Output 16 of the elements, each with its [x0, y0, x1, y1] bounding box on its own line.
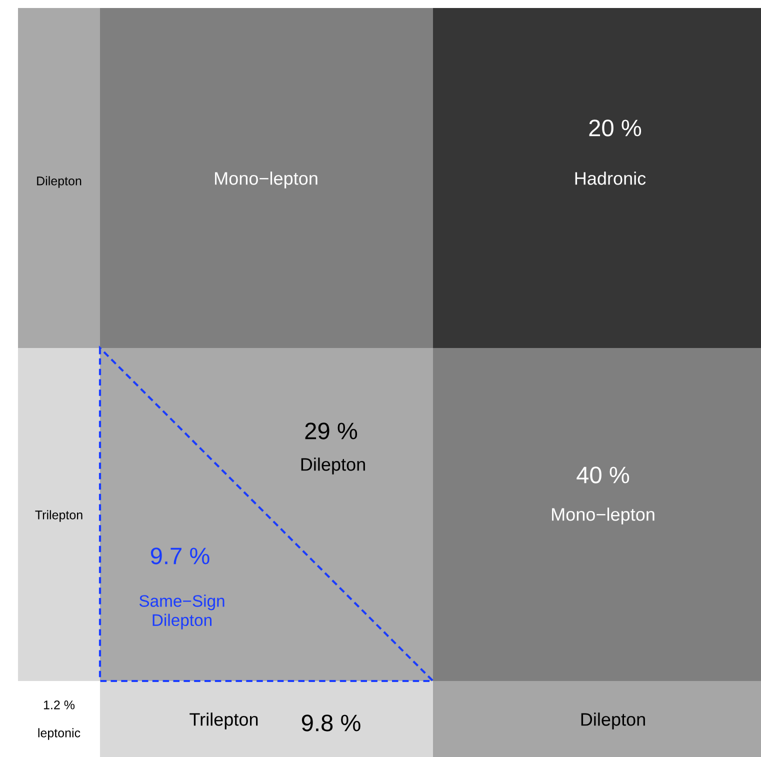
category-label: Dilepton: [37, 176, 82, 188]
category-label: leptonic: [38, 728, 80, 740]
category-label: Dilepton: [581, 712, 645, 730]
category-label: Same−Sign Dilepton: [139, 594, 224, 630]
data-label: 40 %: [576, 466, 630, 484]
category-label: Mono−lepton: [215, 172, 318, 188]
category-label: Mono−lepton: [552, 508, 654, 524]
data-label: 9.7 %: [150, 548, 210, 564]
category-label: Dilepton: [301, 458, 365, 474]
data-label: 9.8 %: [302, 714, 360, 732]
data-label: 29 %: [305, 422, 358, 440]
category-label: Hadronic: [575, 172, 646, 185]
category-label: Trilepton: [190, 712, 258, 730]
data-label: 1.2 %: [44, 700, 75, 710]
category-label: Trilepton: [35, 510, 82, 522]
data-label: 20 %: [589, 120, 642, 136]
